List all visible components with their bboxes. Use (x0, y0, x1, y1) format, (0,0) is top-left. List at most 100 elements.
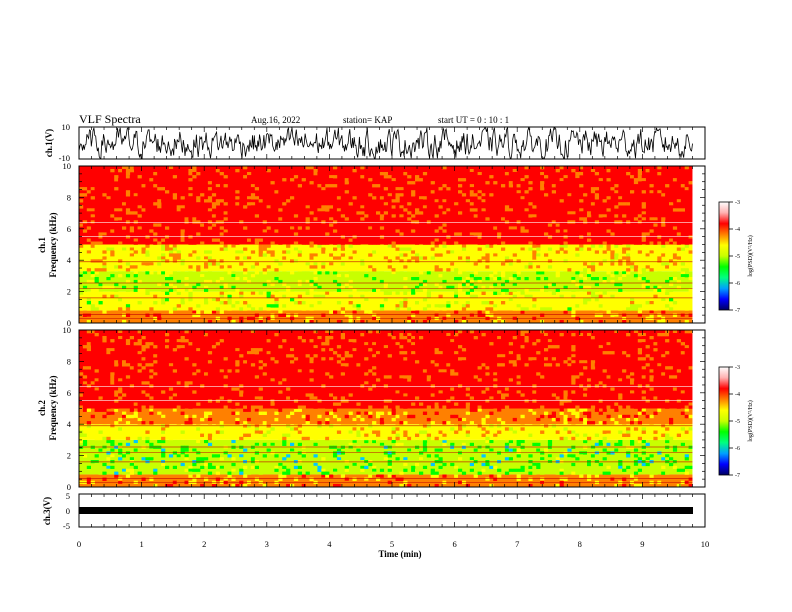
spectrogram-cell (196, 451, 201, 455)
spectrogram-cell (461, 451, 467, 455)
spectrogram-cell (157, 178, 162, 182)
spectrogram-cell (446, 421, 451, 425)
spectrogram-cell (125, 451, 131, 455)
spectrogram-cell (184, 238, 189, 242)
spectrogram-cell (313, 205, 318, 209)
spectrogram-cell (325, 411, 330, 415)
spectrogram-cell (383, 229, 388, 233)
spectrogram-cell (575, 214, 580, 218)
spectrogram-cell (497, 259, 502, 263)
spectrogram-cell (633, 241, 639, 245)
spectrogram-cell (145, 430, 150, 434)
spectrogram-cell (94, 169, 99, 173)
spectrogram-cell (461, 232, 467, 236)
spectrogram-cell (630, 310, 635, 314)
spectrogram-cell (430, 474, 435, 478)
spectrogram-cell (305, 241, 310, 245)
spectrogram-cell (204, 411, 209, 415)
spectrogram-cell (579, 199, 584, 203)
spectrogram-cell (231, 181, 236, 185)
spectrogram-cell (184, 235, 189, 239)
spectrogram-cell (94, 244, 99, 248)
spectrogram-cell (594, 408, 599, 412)
spectrogram-cell (383, 417, 388, 422)
spectrogram-cell (684, 483, 689, 488)
spectrogram-cell (504, 483, 510, 488)
spectrogram-cell (544, 223, 549, 227)
spectrogram-cell (633, 448, 639, 452)
spectrogram-cell (90, 387, 95, 391)
spectrogram-cell (98, 363, 103, 367)
spectrogram-cell (235, 226, 240, 230)
spectrogram-cell (286, 256, 291, 260)
spectrogram-cell (180, 319, 185, 324)
spectrogram-cell (133, 274, 138, 278)
spectrogram-cell (563, 297, 568, 302)
spectrogram-cell (325, 277, 330, 281)
spectrogram-cell (555, 430, 560, 434)
spectrogram-cell (239, 319, 244, 324)
spectrogram-cell (637, 294, 642, 299)
spectrogram-cell (219, 172, 224, 176)
spectrogram-cell (395, 217, 400, 221)
spectrogram-cell (176, 202, 181, 206)
spectrogram-cell (129, 291, 134, 295)
spectrogram-cell (211, 483, 217, 488)
spectrogram-cell (497, 238, 502, 242)
spectrogram-cell (192, 253, 197, 257)
spectrogram-cell (618, 483, 623, 488)
spectrogram-cell (602, 471, 607, 475)
spectrogram-cell (90, 271, 95, 275)
spectrogram-cell (282, 250, 287, 254)
spectrogram-cell (153, 259, 158, 263)
spectrogram-cell (579, 319, 584, 324)
spectrogram-cell (403, 411, 408, 415)
spectrogram-cell (145, 223, 150, 227)
spectrogram-cell (106, 307, 111, 311)
spectrogram-cell (438, 223, 443, 227)
spectrogram-cell (501, 262, 506, 266)
spectrogram-cell (583, 439, 588, 444)
spectrogram-cell (165, 363, 170, 367)
spectrogram-cell (504, 462, 510, 467)
spectrogram-cell (469, 274, 474, 278)
spectrogram-band (79, 474, 693, 487)
spectrogram-cell (571, 196, 576, 200)
spectrogram-cell (512, 417, 517, 422)
spectrogram-cell (481, 411, 486, 415)
spectrogram-cell (278, 241, 283, 245)
spectrogram-cell (137, 172, 142, 176)
spectrogram-cell (645, 474, 650, 478)
spectrogram-cell (516, 199, 521, 203)
spectrogram-cell (211, 307, 217, 311)
spectrogram-cell (657, 288, 662, 292)
spectrogram-cell (434, 199, 439, 203)
spectrogram-cell (204, 205, 209, 209)
spectrogram-cell (200, 448, 205, 452)
spectrogram-cell (153, 211, 158, 215)
spectrogram-cell (426, 417, 431, 422)
spectrogram-cell (602, 408, 607, 412)
spectrogram-cell (184, 381, 189, 385)
spectrogram-cell (618, 282, 623, 287)
spectrogram-cell (512, 433, 517, 437)
spectrogram-cell (106, 259, 111, 263)
spectrogram-cell (188, 307, 193, 311)
spectrogram-cell (215, 184, 220, 188)
spectrogram-cell (555, 217, 560, 221)
spectrogram-cell (231, 282, 236, 287)
spectrogram-cell (504, 205, 510, 209)
spectrogram-cell (180, 451, 185, 455)
spectrogram-cell (407, 172, 412, 176)
spectrogram-cell (110, 427, 115, 431)
spectrogram-cell (641, 181, 646, 185)
spectrogram-cell (348, 178, 353, 182)
spectrogram-cell (622, 433, 627, 437)
spectrogram-cell (461, 307, 467, 311)
spectrogram-cell (649, 226, 654, 230)
spectrogram-cell (528, 294, 533, 299)
spectrogram-cell (321, 250, 326, 254)
spectrogram-cell (633, 462, 639, 467)
spectrogram-cell (344, 282, 349, 287)
spectrogram-cell (465, 199, 470, 203)
